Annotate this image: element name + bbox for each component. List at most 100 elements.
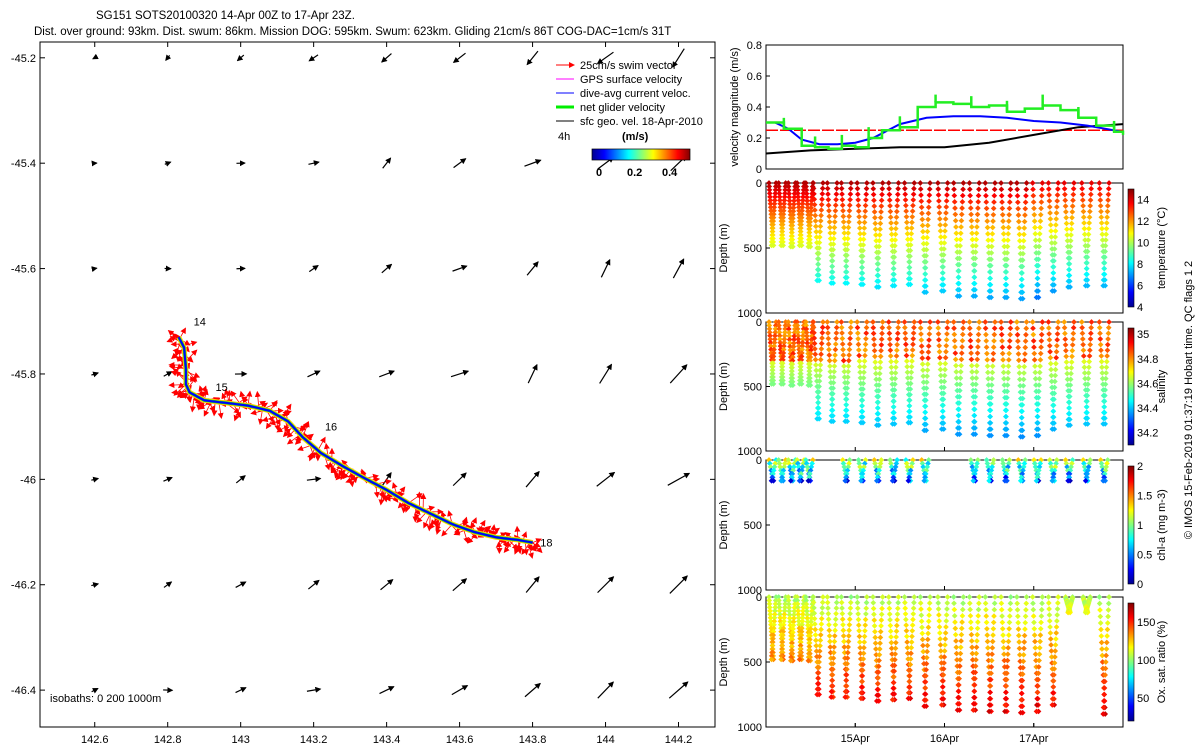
temp-sample (1102, 254, 1108, 261)
map-ytick-label: -45.4 (11, 158, 36, 170)
sal-sample (796, 343, 802, 349)
temp-sample (810, 180, 817, 186)
temp-sample (1030, 199, 1037, 205)
sal-sample (922, 397, 929, 404)
temp-sample (844, 241, 851, 248)
sal-sample (918, 337, 925, 343)
oxy-sample (991, 606, 998, 613)
oxy-sample (1065, 609, 1071, 616)
sal-sample (895, 319, 902, 325)
sal-sample (1064, 370, 1071, 377)
temp-sample (1037, 211, 1044, 218)
temp-sample (922, 277, 928, 283)
sal-sample (839, 335, 846, 342)
sal-sample (874, 416, 880, 423)
temp-sample (937, 216, 943, 222)
sal-sample (1030, 331, 1037, 338)
sal-sample (1020, 382, 1027, 389)
sal-sample (878, 336, 885, 343)
day-label: 14 (194, 316, 206, 328)
sal-sample (1031, 350, 1038, 357)
oxy-sample (805, 622, 811, 629)
temp-sample (791, 190, 798, 197)
temp-sample (800, 194, 806, 200)
oxy-sample (1050, 678, 1057, 684)
sal-sample (972, 387, 979, 394)
oxy-sample (790, 615, 797, 622)
map-legend: 25cm/s swim vector GPS surface velocity … (556, 60, 703, 179)
temp-sample (781, 194, 788, 200)
temp-sample (927, 180, 933, 186)
temp-sample (1007, 180, 1014, 186)
geo-vector (672, 48, 685, 68)
sal-sample (943, 342, 950, 349)
oxy-sample (1035, 664, 1042, 670)
temp-sample (986, 294, 992, 301)
oxy-sample (787, 618, 793, 625)
temp-colorbar-tick: 12 (1137, 216, 1149, 228)
temp-sample (771, 204, 778, 211)
sal-sample (824, 319, 831, 325)
sal-sample (983, 331, 989, 338)
oxy-sample (840, 633, 847, 639)
oxy-sample (817, 642, 823, 649)
sal-sample (941, 384, 947, 391)
sal-sample (1097, 330, 1103, 337)
temp-colorbar (1127, 188, 1135, 308)
oxy-sample (874, 692, 880, 699)
temp-sample (1015, 205, 1021, 212)
temp-sample (815, 256, 822, 262)
temp-sample (786, 197, 793, 204)
temp-sample (1048, 228, 1054, 234)
sal-sample (843, 396, 850, 403)
sal-sample (1083, 415, 1089, 422)
temp-sample (1071, 180, 1077, 186)
sal-sample (918, 343, 925, 349)
temp-sample (1067, 249, 1073, 256)
sal-sample (812, 351, 819, 358)
oxy-sample (952, 631, 959, 638)
sal-sample (1037, 350, 1044, 357)
temp-sample (1014, 180, 1020, 186)
sal-sample (874, 405, 881, 411)
temp-sample (799, 200, 806, 207)
sal-sample (805, 382, 812, 389)
sal-sample (782, 322, 789, 329)
temp-sample (1070, 185, 1077, 192)
oxy-sample (1017, 709, 1024, 716)
oxy-sample (955, 694, 962, 701)
temp-sample (1045, 186, 1052, 192)
oxy-sample (1037, 638, 1043, 645)
temp-sample (863, 191, 870, 198)
sal-sample (967, 344, 974, 350)
sal-sample (926, 325, 933, 331)
oxy-sample (790, 626, 796, 632)
sal-sample (1050, 408, 1057, 415)
sal-sample (1018, 427, 1024, 434)
oxy-sample (858, 695, 864, 702)
oxy-sample (976, 600, 982, 607)
map-xtick-label: 143 (231, 734, 249, 746)
swim-vector (217, 401, 224, 420)
temp-sample (986, 288, 993, 294)
sal-sample (991, 338, 997, 344)
temp-sample (829, 258, 836, 264)
sal-sample (872, 353, 878, 360)
sal-sample (831, 368, 837, 375)
oxy-sample (895, 599, 901, 606)
oxy-sample (1036, 651, 1043, 658)
temp-sample (951, 199, 958, 205)
temp-sample (894, 202, 900, 209)
sal-sample (844, 385, 850, 392)
temp-sample (907, 253, 913, 260)
oxy-sample (936, 618, 943, 624)
oxy-sample (888, 645, 895, 652)
sal-sample (781, 336, 788, 343)
temp-sample (832, 213, 838, 220)
temp-sample (824, 185, 831, 192)
temp-sample (833, 196, 839, 203)
oxy-sample (796, 621, 802, 628)
sal-sample (861, 358, 868, 364)
temp-sample (950, 180, 957, 186)
